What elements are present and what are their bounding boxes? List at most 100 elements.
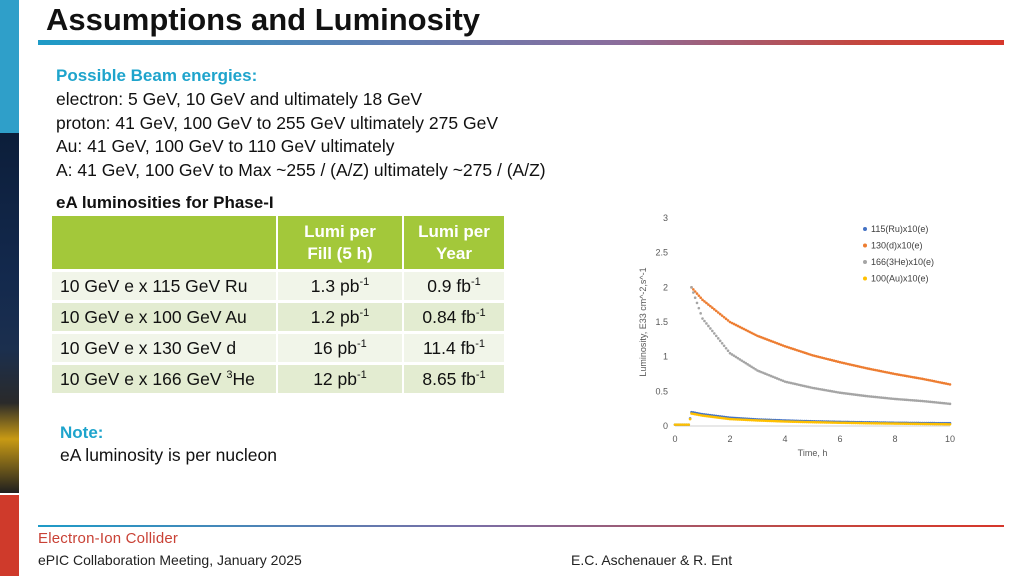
chart-data-point [703,319,706,323]
chart-data-point [905,398,909,402]
chart-data-point [679,423,683,426]
chart-data-point [942,401,946,405]
title-divider [38,40,1004,45]
chart-data-point [799,350,803,353]
chart-data-point [805,352,808,355]
chart-data-point [897,397,901,401]
chart-data-point [817,355,820,359]
chart-data-point [919,399,922,403]
chart-data-point [750,331,753,335]
chart-data-point [891,397,895,401]
chart-data-point [681,423,685,426]
chart-data-point [732,417,736,421]
chart-data-point [787,381,791,384]
x-tick-label: 2 [727,434,732,444]
chart-data-point [738,325,742,329]
chart-data-point [703,414,706,418]
chart-data-point [754,367,757,371]
chart-data-point [813,354,816,358]
chart-data-point [889,397,893,400]
chart-data-point [905,374,909,378]
chart-data-point [738,418,742,421]
chart-data-point [736,324,740,328]
chart-data-point [903,398,907,402]
chart-data-point [850,421,854,425]
chart-data-point [899,422,903,425]
energy-line-a: A: 41 GeV, 100 GeV to Max ~255 / (A/Z) u… [56,159,546,180]
chart-data-point [899,373,903,377]
chart-data-point [724,417,728,420]
chart-data-point [797,383,801,387]
chart-data-point [789,420,793,423]
chart-data-point [764,419,767,423]
chart-data-point [752,418,755,422]
chart-data-point [940,401,944,405]
chart-data-point [783,380,787,383]
chart-data-point [819,387,822,391]
chart-data-point [885,371,889,374]
chart-data-point [805,385,808,388]
chart-data-point [720,341,724,345]
chart-data-point [797,349,801,353]
chart-data-point [692,291,695,294]
legend-marker [863,260,867,264]
chart-data-point [854,364,858,368]
chart-data-point [785,420,789,423]
chart-data-point [807,420,810,424]
header-lumi-per-fill: Lumi per Fill (5 h) [277,216,404,272]
chart-data-point [722,344,726,348]
chart-data-point [938,381,942,384]
chart-data-point [766,338,769,341]
row-label: 10 GeV e x 100 GeV Au [52,301,278,334]
chart-data-point [789,381,793,385]
chart-data-point [709,304,712,308]
chart-data-point [897,373,901,376]
chart-data-point [711,415,714,419]
chart-data-point [736,356,740,360]
chart-data-point [860,365,863,369]
chart-data-point [797,420,801,424]
left-accent-strip-bottom [0,495,19,576]
chart-data-point [795,420,799,424]
chart-data-point [921,377,924,381]
chart-data-point [730,353,734,356]
chart-data-point [819,421,822,424]
chart-data-point [948,422,952,426]
chart-data-point [860,394,863,397]
chart-data-point [699,296,702,300]
isotope-symbol: He [232,368,255,389]
chart-series [690,286,952,406]
legend-label: 100(Au)x10(e) [871,274,929,284]
chart-data-point [762,419,765,422]
year-unit-exponent: -1 [475,306,486,319]
chart-data-point [929,400,932,404]
chart-data-point [779,420,783,423]
chart-data-point [764,337,767,341]
chart-data-point [893,422,897,425]
year-unit-exponent: -1 [475,337,485,350]
chart-data-point [932,400,936,404]
chart-data-point [925,400,928,403]
slide-title: Assumptions and Luminosity [46,2,481,37]
x-tick-label: 10 [945,434,955,444]
chart-data-point [927,378,930,382]
header-lumi-per-year-line1: Lumi per [418,221,490,241]
chart-data-point [777,377,781,381]
chart-data-point [876,422,879,425]
row-fill-value: 1.3 pb-1 [277,270,404,303]
chart-data-point [722,315,726,319]
chart-data-point [693,296,697,300]
chart-data-point [909,375,913,379]
chart-data-point [771,419,775,423]
chart-data-point [848,363,852,366]
chart-data-point [758,370,761,373]
x-tick-label: 6 [837,434,842,444]
chart-data-point [701,414,704,417]
chart-data-point [848,392,852,396]
chart-data-point [773,419,777,423]
chart-data-point [907,422,911,426]
year-value-text: 0.84 fb [422,306,476,327]
fill-value-text: 16 pb [313,337,357,358]
chart-data-point [913,422,916,426]
chart-data-point [712,308,716,311]
